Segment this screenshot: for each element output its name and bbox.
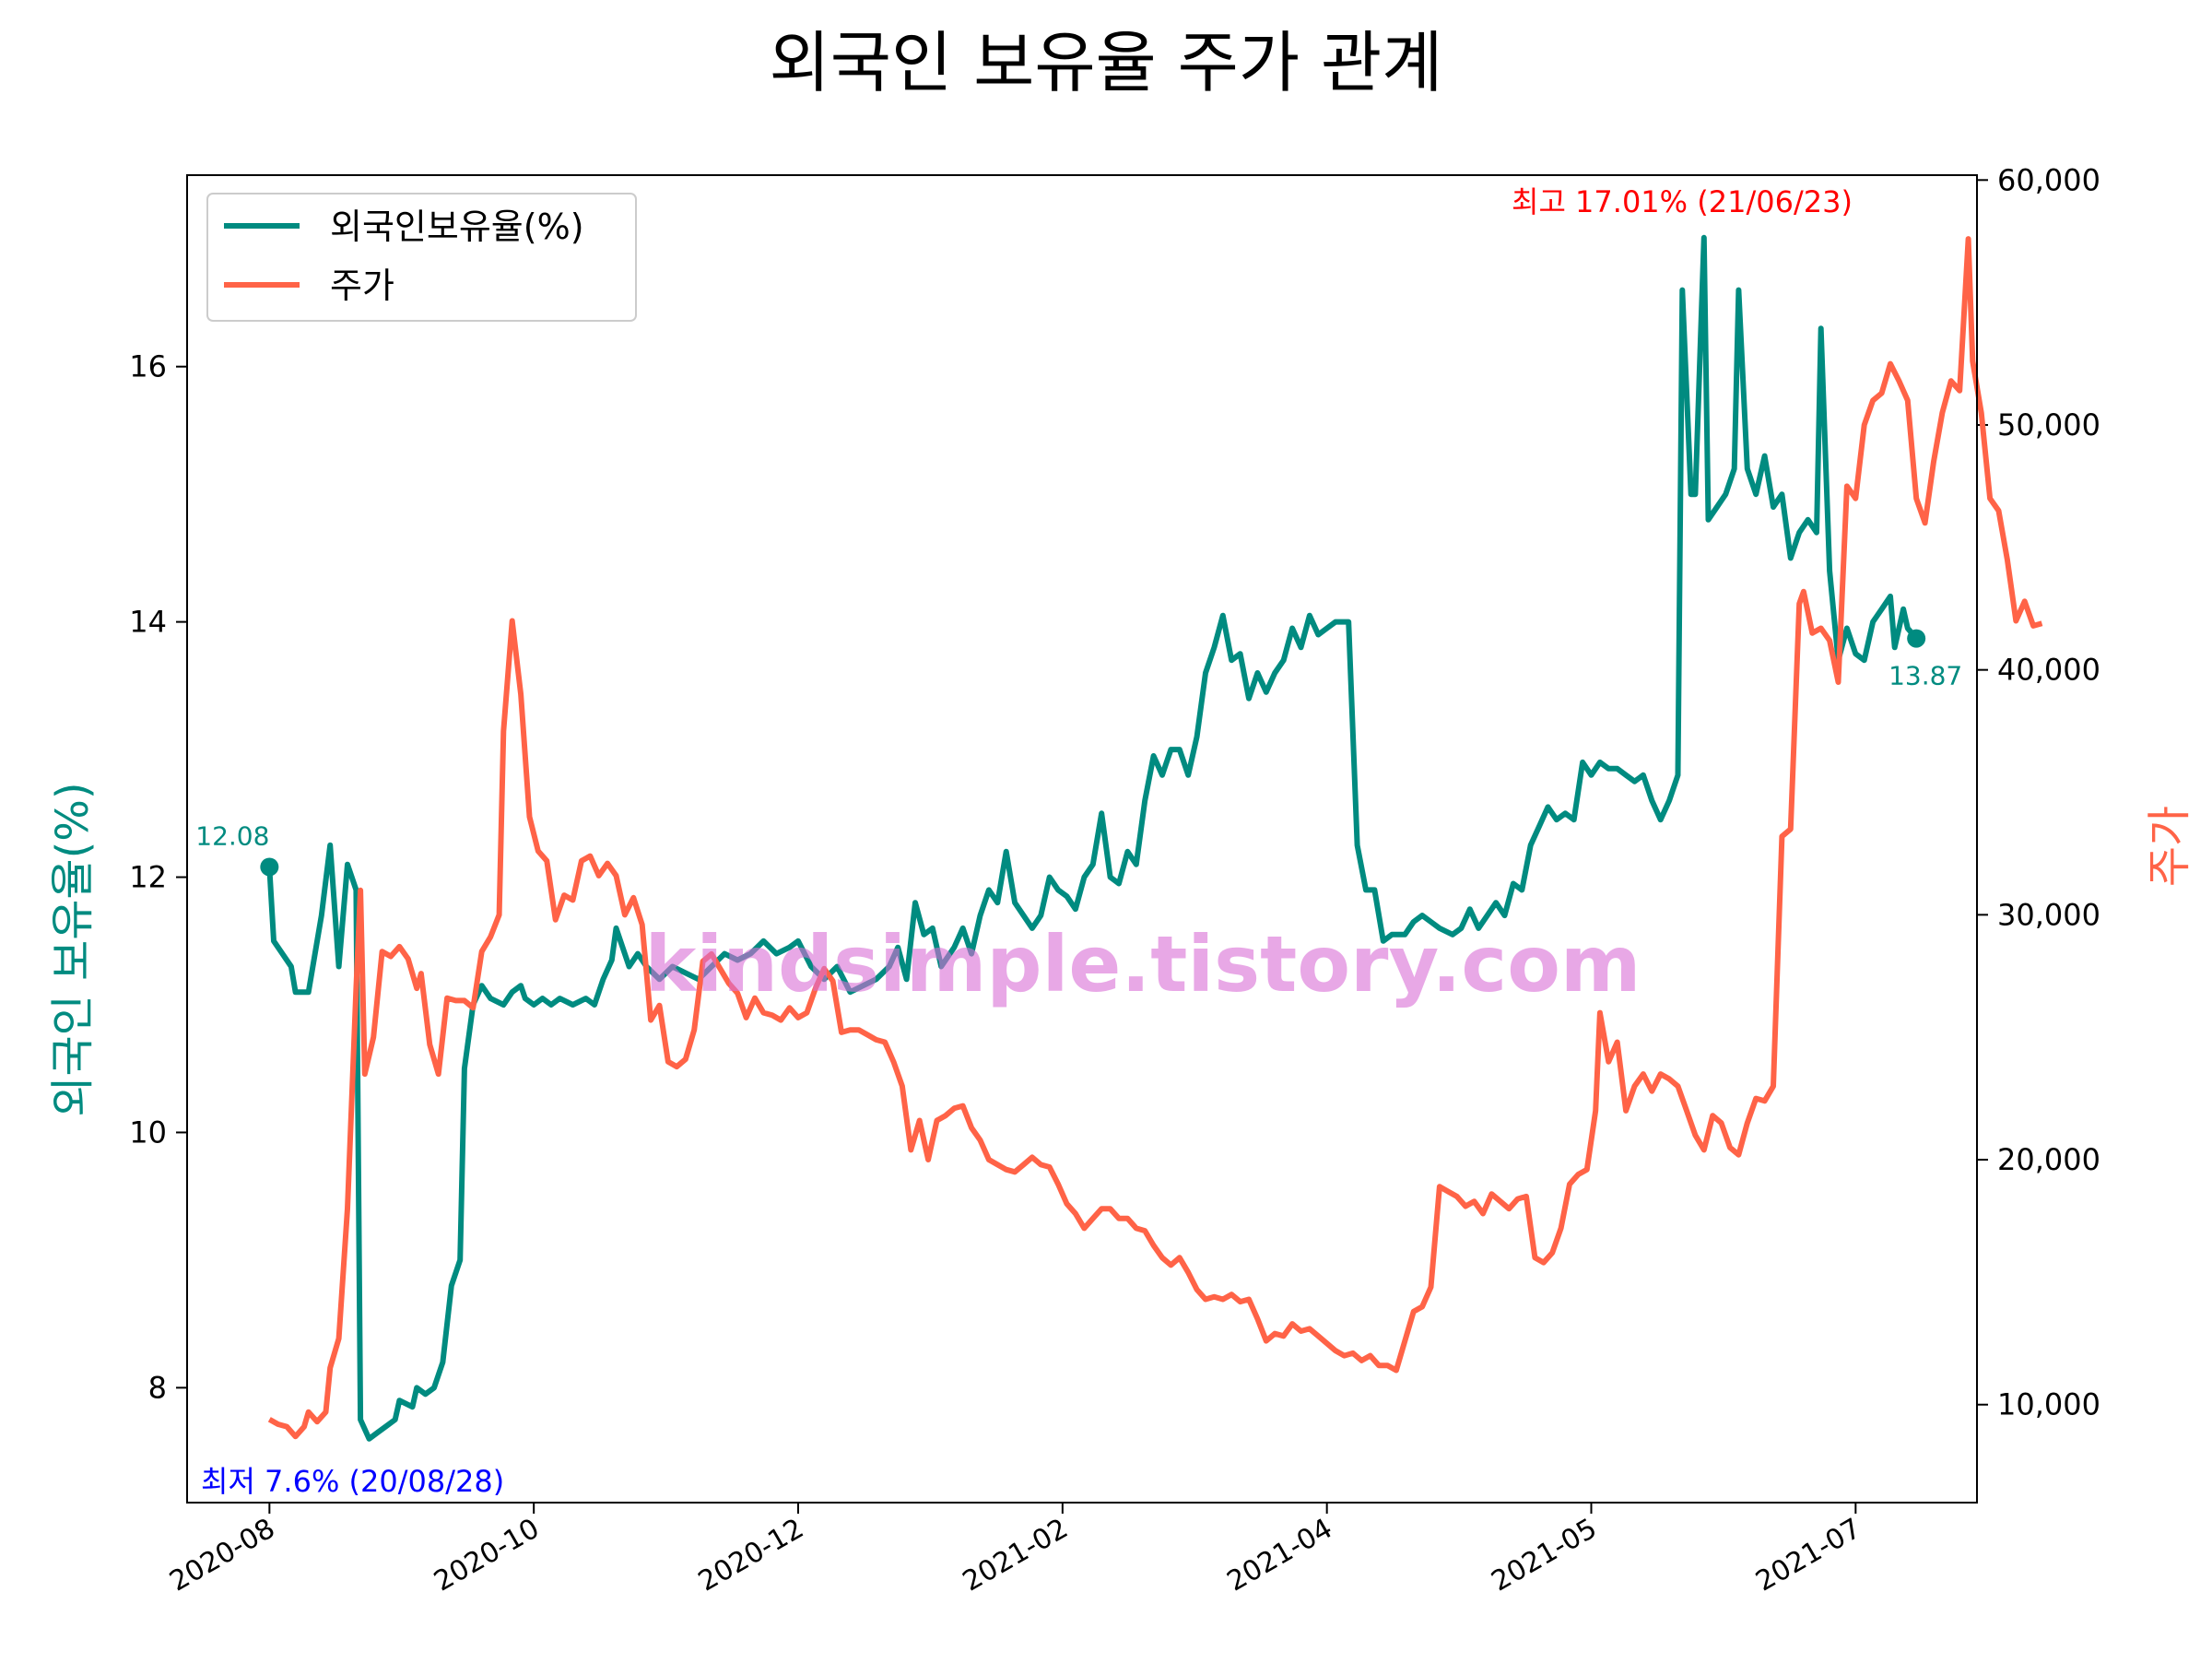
start-point-marker xyxy=(260,857,279,877)
y-left-tick-label: 8 xyxy=(148,1370,167,1405)
y-left-tick-label: 14 xyxy=(129,605,167,640)
plot-frame xyxy=(186,174,1978,1504)
y-right-axis-label: 주가 xyxy=(2144,806,2195,887)
start-value-label: 12.08 xyxy=(195,820,269,851)
y-right-tick-label: 30,000 xyxy=(1997,897,2100,932)
min-annotation: 최저 7.6% (20/08/28) xyxy=(201,1464,504,1499)
y-left-axis-label: 외국인 보유율(%) xyxy=(47,782,99,1116)
legend-label-foreign: 외국인보유율(%) xyxy=(330,206,584,247)
legend-label-price: 주가 xyxy=(330,265,394,306)
y-left-tick-label: 12 xyxy=(129,860,167,895)
y-left-tick-label: 10 xyxy=(129,1115,167,1150)
end-point-marker xyxy=(1907,629,1926,648)
legend: 외국인보유율(%) 주가 xyxy=(206,193,637,322)
y-right-tick-label: 10,000 xyxy=(1997,1387,2100,1422)
watermark-text: kindsimple.tistory.com xyxy=(645,919,1641,1009)
end-value-label: 13.87 xyxy=(1888,661,1962,691)
legend-box xyxy=(206,193,637,322)
y-right-tick-label: 60,000 xyxy=(1997,162,2100,197)
series-line-foreign-ratio xyxy=(266,234,1919,1442)
chart-title: 외국인 보유율 주가 관계 xyxy=(769,24,1442,101)
series-line-stock-price xyxy=(267,236,2043,1440)
y-right-tick-label: 40,000 xyxy=(1997,653,2100,688)
max-annotation: 최고 17.01% (21/06/23) xyxy=(1512,184,1853,219)
y-left-tick-label: 16 xyxy=(129,349,167,384)
y-right-tick-label: 20,000 xyxy=(1997,1142,2100,1177)
y-right-tick-label: 50,000 xyxy=(1997,407,2100,442)
